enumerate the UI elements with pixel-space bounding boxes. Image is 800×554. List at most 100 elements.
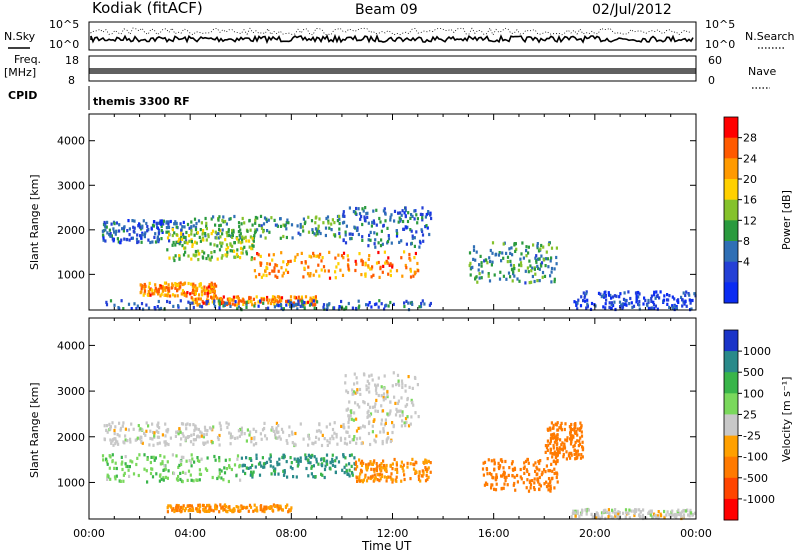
range-time-cell	[673, 297, 676, 301]
range-time-cell	[321, 256, 324, 260]
range-time-cell	[361, 238, 364, 242]
range-time-cell	[245, 305, 248, 309]
range-time-cell	[374, 238, 377, 242]
range-time-cell	[315, 269, 318, 273]
range-time-cell	[328, 276, 332, 280]
nsky-trace	[90, 33, 694, 45]
range-time-cell	[290, 223, 294, 227]
range-time-cell	[302, 275, 305, 279]
range-time-cell	[548, 469, 551, 473]
range-time-cell	[183, 509, 186, 513]
range-time-cell	[216, 476, 219, 481]
range-time-cell	[258, 473, 262, 477]
colorbar-swatch	[724, 330, 738, 352]
range-time-cell	[118, 229, 121, 233]
range-time-cell	[359, 461, 362, 465]
range-time-cell	[143, 289, 147, 293]
range-time-cell	[249, 466, 252, 470]
range-time-cell	[573, 511, 576, 515]
range-time-cell	[181, 282, 184, 287]
range-time-cell	[217, 437, 220, 442]
range-time-cell	[252, 509, 255, 513]
range-time-cell	[118, 421, 121, 425]
range-time-cell	[285, 220, 288, 225]
range-time-cell	[331, 459, 334, 464]
range-time-cell	[225, 247, 228, 251]
range-time-cell	[569, 442, 573, 446]
range-time-cell	[553, 277, 556, 281]
range-time-cell	[344, 437, 347, 441]
range-time-cell	[547, 243, 550, 247]
range-time-cell	[391, 467, 394, 471]
range-time-cell	[502, 274, 505, 278]
range-time-cell	[136, 456, 139, 460]
range-time-cell	[366, 411, 369, 415]
freq-label: Freq.	[14, 53, 41, 66]
range-time-cell	[345, 442, 349, 446]
range-time-cell	[293, 295, 296, 299]
range-time-cell	[273, 269, 276, 273]
range-time-cell	[361, 262, 364, 267]
range-time-cell	[254, 465, 257, 469]
range-time-cell	[235, 474, 238, 478]
range-time-cell	[368, 414, 371, 418]
range-time-cell	[382, 392, 386, 396]
range-time-cell	[248, 295, 251, 300]
range-time-cell	[547, 477, 551, 481]
range-time-cell	[111, 459, 114, 463]
range-time-cell	[513, 475, 516, 479]
range-time-cell	[583, 294, 587, 298]
range-time-cell	[163, 281, 167, 285]
range-time-cell	[195, 241, 198, 245]
range-time-cell	[204, 467, 207, 471]
range-time-cell	[265, 273, 268, 278]
range-time-cell	[119, 479, 122, 483]
range-time-cell	[151, 292, 154, 296]
range-time-cell	[215, 296, 219, 300]
range-time-cell	[555, 455, 558, 459]
range-time-cell	[366, 379, 369, 383]
range-time-cell	[328, 302, 331, 306]
range-time-cell	[212, 215, 215, 219]
range-time-cell	[404, 404, 407, 408]
range-time-cell	[657, 516, 660, 520]
range-time-cell	[153, 434, 156, 438]
range-time-cell	[178, 237, 181, 241]
range-time-cell	[332, 437, 335, 441]
range-time-cell	[124, 438, 127, 442]
range-time-cell	[376, 473, 380, 477]
range-time-cell	[243, 432, 246, 436]
range-time-cell	[631, 305, 634, 309]
range-time-cell	[262, 222, 266, 226]
range-time-cell	[186, 478, 189, 482]
range-time-cell	[355, 376, 358, 380]
range-time-cell	[380, 418, 383, 422]
range-time-cell	[340, 424, 343, 428]
range-time-cell	[236, 248, 239, 252]
range-time-cell	[140, 240, 143, 244]
range-time-cell	[422, 239, 425, 243]
range-time-cell	[300, 261, 303, 265]
range-time-cell	[384, 418, 387, 422]
range-time-cell	[147, 293, 150, 297]
range-time-cell	[541, 470, 544, 474]
range-time-cell	[204, 232, 207, 236]
range-time-cell	[323, 457, 326, 461]
range-time-cell	[306, 458, 309, 462]
range-time-cell	[273, 504, 276, 508]
range-time-cell	[133, 219, 136, 223]
range-time-cell	[246, 229, 249, 233]
range-time-cell	[517, 268, 520, 272]
range-time-cell	[296, 253, 299, 257]
range-time-cell	[198, 252, 201, 256]
range-time-cell	[386, 226, 389, 230]
range-time-cell	[206, 300, 209, 304]
range-time-cell	[369, 238, 372, 242]
range-time-cell	[644, 298, 647, 303]
range-time-cell	[175, 505, 178, 509]
range-time-cell	[175, 477, 179, 481]
range-time-cell	[231, 233, 234, 237]
range-time-cell	[222, 304, 225, 308]
range-time-cell	[314, 295, 317, 299]
range-time-cell	[157, 299, 160, 304]
